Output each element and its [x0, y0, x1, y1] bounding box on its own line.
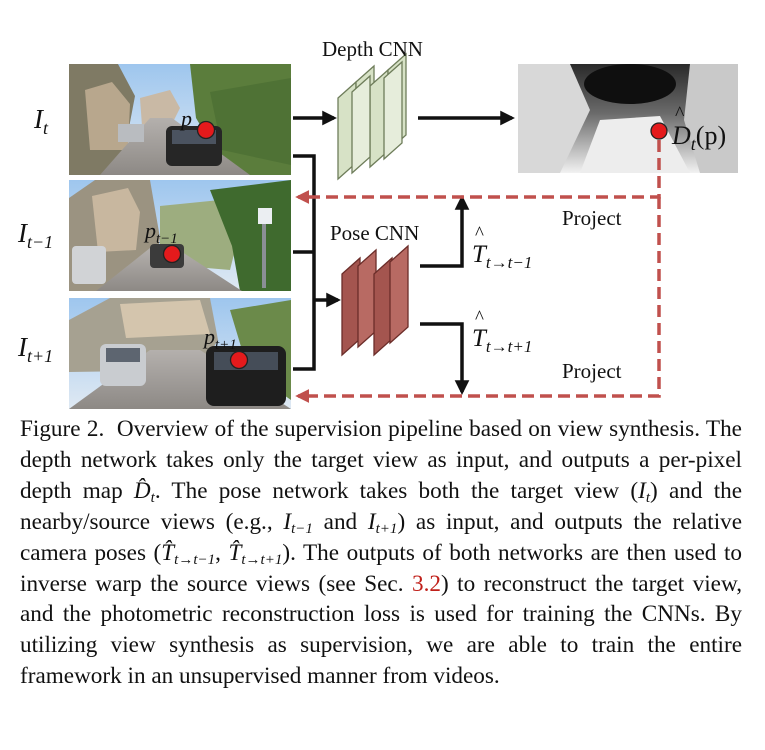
frame-next-label: It+1 [17, 332, 53, 366]
figure-caption: Figure 2. Overview of the supervision pi… [20, 416, 743, 690]
pipeline-figure: It It−1 It+1 p pt−1 pt+1 Depth CNN Pose … [17, 37, 738, 409]
point-p-next-label: pt+1 [202, 324, 237, 353]
frame-prev-image [69, 180, 291, 291]
depth-output-label: Dt(p) ^ [671, 103, 726, 154]
frame-target-label: It [33, 104, 49, 138]
point-p-prev-label: pt−1 [143, 218, 178, 247]
point-p-label: p [179, 106, 192, 131]
point-p-depth [650, 122, 668, 140]
project-label-bottom: Project [562, 359, 622, 383]
svg-text:^: ^ [475, 223, 484, 244]
frame-next-image [69, 298, 291, 409]
point-p-target [196, 120, 216, 140]
frame-target-image [69, 64, 291, 175]
svg-text:Tt→t+1: Tt→t+1 [472, 325, 532, 356]
figure-number: Figure 2. [20, 416, 105, 442]
pose-output-label-next: Tt→t+1 ^ [472, 307, 532, 356]
flow-arrows [293, 110, 515, 395]
svg-text:Tt→t−1: Tt→t−1 [472, 241, 532, 272]
point-p-next [229, 350, 249, 370]
project-label-top: Project [562, 206, 622, 230]
pose-cnn-label: Pose CNN [330, 221, 419, 245]
svg-text:^: ^ [675, 103, 685, 125]
point-p-prev [162, 244, 182, 264]
pipeline-diagram: It It−1 It+1 p pt−1 pt+1 Depth CNN Pose … [17, 37, 738, 409]
svg-text:Dt(p): Dt(p) [671, 121, 726, 154]
math-depth-map: D̂t [133, 477, 155, 506]
depth-map-image [518, 64, 738, 173]
svg-text:^: ^ [475, 307, 484, 328]
pose-cnn-block [341, 244, 409, 357]
section-ref-link[interactable]: 3.2 [411, 570, 441, 597]
frame-prev-label: It−1 [17, 218, 53, 252]
project-lines [295, 140, 661, 403]
pose-output-label-prev: Tt→t−1 ^ [472, 223, 532, 272]
depth-cnn-block [337, 52, 407, 181]
depth-cnn-label: Depth CNN [322, 37, 423, 61]
